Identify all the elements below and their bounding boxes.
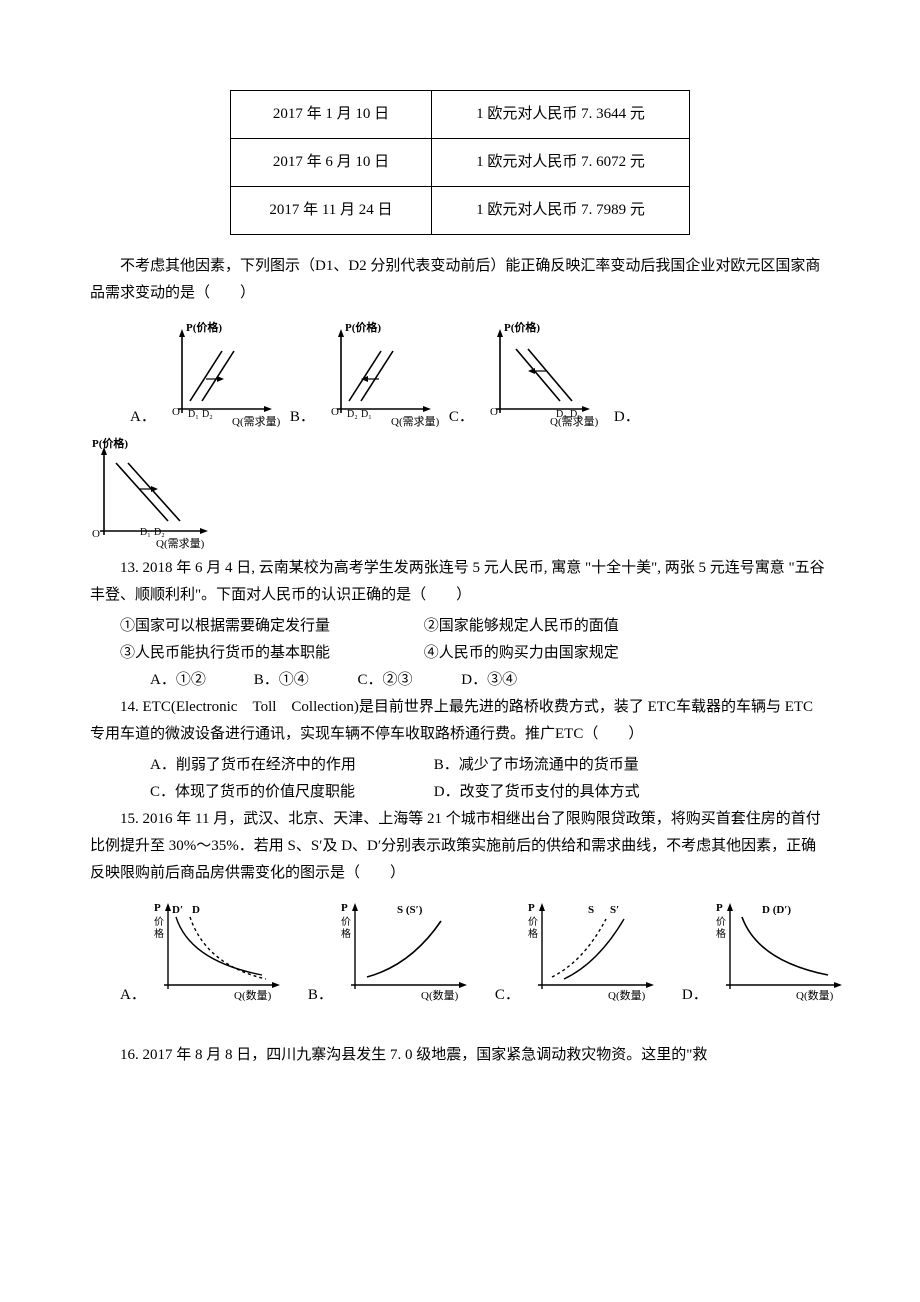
q15-charts: A． P 价 格 Q(数量) D′ D B． P 价 格 Q(数量) S (S <box>120 899 830 1009</box>
table-row: 2017 年 11 月 24 日 1 欧元对人民币 7. 7989 元 <box>231 187 690 235</box>
svg-text:D (D′): D (D′) <box>762 904 791 916</box>
q15-chart-b: B． P 价 格 Q(数量) S (S′) <box>308 899 477 1009</box>
q13-opt2: ②国家能够规定人民币的面值 <box>424 613 619 640</box>
option-label-b: B． <box>290 404 315 431</box>
q16-text: 16. 2017 年 8 月 8 日，四川九寨沟县发生 7. 0 级地震，国家紧… <box>90 1042 830 1069</box>
svg-text:价: 价 <box>154 916 164 928</box>
date-cell: 2017 年 6 月 10 日 <box>231 139 432 187</box>
q13-opt4: ④人民币的购买力由国家规定 <box>424 640 619 667</box>
svg-text:O: O <box>490 406 498 418</box>
q15-text: 15. 2016 年 11 月，武汉、北京、天津、上海等 21 个城市相继出台了… <box>90 806 830 887</box>
svg-text:格: 格 <box>154 927 164 940</box>
table-row: 2017 年 1 月 10 日 1 欧元对人民币 7. 3644 元 <box>231 91 690 139</box>
q12-chart-b: B． P(价格) O Q(需求量) D₂ D₁ <box>290 321 441 431</box>
table-row: 2017 年 6 月 10 日 1 欧元对人民币 7. 6072 元 <box>231 139 690 187</box>
q15-chart-a: A． P 价 格 Q(数量) D′ D <box>120 899 290 1009</box>
svg-text:P(价格): P(价格) <box>186 321 222 334</box>
svg-text:P: P <box>341 902 348 914</box>
svg-text:Q(需求量): Q(需求量) <box>156 537 205 550</box>
q12-chart-d: P(价格) O Q(需求量) D₁ D₂ <box>90 435 830 555</box>
q12-charts: A． P(价格) O Q(需求量) D₁ D₂ B． P(价格) O Q <box>130 321 830 431</box>
svg-text:Q(数量): Q(数量) <box>796 989 834 1002</box>
q12-chart-a: A． P(价格) O Q(需求量) D₁ D₂ <box>130 321 282 431</box>
svg-text:P: P <box>154 902 161 914</box>
svg-text:P(价格): P(价格) <box>504 321 540 334</box>
q13-statements: ①国家可以根据需要确定发行量 ②国家能够规定人民币的面值 <box>120 613 830 640</box>
q15-svg-d: P 价 格 Q(数量) D (D′) <box>712 899 852 1009</box>
q14-ans-c: C．体现了货币的价值尺度职能 <box>120 779 400 806</box>
q15-label-c: C． <box>495 982 520 1009</box>
q13-opt1: ①国家可以根据需要确定发行量 <box>120 613 420 640</box>
chart-svg-d: P(价格) O Q(需求量) D₁ D₂ <box>90 435 220 555</box>
option-label-d-inline: D． <box>614 404 640 431</box>
rate-cell: 1 欧元对人民币 7. 6072 元 <box>431 139 689 187</box>
q14-answers-ab: A．削弱了货币在经济中的作用 B．减少了市场流通中的货币量 <box>90 752 830 779</box>
svg-text:D₂: D₂ <box>202 409 213 420</box>
rate-cell: 1 欧元对人民币 7. 3644 元 <box>431 91 689 139</box>
q13-opt3: ③人民币能执行货币的基本职能 <box>120 640 420 667</box>
chart-svg-a: P(价格) O Q(需求量) D₁ D₂ <box>162 321 282 431</box>
q13-ans-a: A．①② <box>120 667 220 694</box>
chart-svg-c: P(价格) O Q(需求量) D₂ D₁ <box>480 321 600 431</box>
rate-cell: 1 欧元对人民币 7. 7989 元 <box>431 187 689 235</box>
q12-text: 不考虑其他因素，下列图示（D1、D2 分别代表变动前后）能正确反映汇率变动后我国… <box>90 253 830 307</box>
exchange-rate-table: 2017 年 1 月 10 日 1 欧元对人民币 7. 3644 元 2017 … <box>230 90 690 235</box>
q14-ans-a: A．削弱了货币在经济中的作用 <box>120 752 400 779</box>
svg-text:Q(数量): Q(数量) <box>234 989 272 1002</box>
svg-text:价: 价 <box>716 916 726 928</box>
q15-svg-b: P 价 格 Q(数量) S (S′) <box>337 899 477 1009</box>
q13-ans-c: C．②③ <box>328 667 428 694</box>
date-cell: 2017 年 11 月 24 日 <box>231 187 432 235</box>
svg-text:D₁: D₁ <box>188 409 199 420</box>
svg-text:P(价格): P(价格) <box>345 321 381 334</box>
q14-answers-cd: C．体现了货币的价值尺度职能 D．改变了货币支付的具体方式 <box>90 779 830 806</box>
svg-text:D₁: D₁ <box>361 409 372 420</box>
svg-text:S′: S′ <box>610 904 619 916</box>
svg-text:D₂: D₂ <box>556 409 567 420</box>
date-cell: 2017 年 1 月 10 日 <box>231 91 432 139</box>
svg-text:P: P <box>528 902 535 914</box>
chart-svg-b: P(价格) O Q(需求量) D₂ D₁ <box>321 321 441 431</box>
svg-text:O: O <box>92 528 100 540</box>
q12-chart-c: C． P(价格) O Q(需求量) D₂ D₁ <box>449 321 600 431</box>
q15-label-b: B． <box>308 982 333 1009</box>
q15-label-d: D． <box>682 982 708 1009</box>
svg-text:D₂: D₂ <box>347 409 358 420</box>
svg-text:P: P <box>716 902 723 914</box>
q13-statements2: ③人民币能执行货币的基本职能 ④人民币的购买力由国家规定 <box>120 640 830 667</box>
option-label-a: A． <box>130 404 156 431</box>
svg-text:D: D <box>192 904 200 916</box>
svg-text:O: O <box>172 406 180 418</box>
svg-text:价: 价 <box>528 916 538 928</box>
svg-text:价: 价 <box>341 916 351 928</box>
q14-ans-b: B．减少了市场流通中的货币量 <box>404 752 639 779</box>
svg-text:D₁: D₁ <box>140 527 151 538</box>
svg-text:D₂: D₂ <box>154 527 165 538</box>
q13-ans-b: B．①④ <box>224 667 324 694</box>
q15-svg-c: P 价 格 Q(数量) S S′ <box>524 899 664 1009</box>
svg-text:D′: D′ <box>172 904 183 916</box>
q15-svg-a: P 价 格 Q(数量) D′ D <box>150 899 290 1009</box>
q13-answers: A．①② B．①④ C．②③ D．③④ <box>90 667 830 694</box>
svg-text:Q(数量): Q(数量) <box>421 989 459 1002</box>
svg-text:S: S <box>588 904 594 916</box>
svg-text:D₁: D₁ <box>570 409 581 420</box>
svg-text:O: O <box>331 406 339 418</box>
q15-label-a: A． <box>120 982 146 1009</box>
svg-text:Q(需求量): Q(需求量) <box>232 415 281 428</box>
q14-ans-d: D．改变了货币支付的具体方式 <box>404 779 640 806</box>
svg-text:Q(需求量): Q(需求量) <box>391 415 440 428</box>
svg-text:格: 格 <box>341 927 351 940</box>
svg-text:格: 格 <box>528 927 538 940</box>
option-label-c: C． <box>449 404 474 431</box>
svg-text:格: 格 <box>716 927 726 940</box>
svg-text:S (S′): S (S′) <box>397 904 423 916</box>
q13-ans-d: D．③④ <box>431 667 531 694</box>
q15-chart-d: D． P 价 格 Q(数量) D (D′) <box>682 899 852 1009</box>
q13-text: 13. 2018 年 6 月 4 日, 云南某校为高考学生发两张连号 5 元人民… <box>90 555 830 609</box>
q14-text: 14. ETC(Electronic Toll Collection)是目前世界… <box>90 694 830 748</box>
svg-text:Q(数量): Q(数量) <box>608 989 646 1002</box>
svg-text:P(价格): P(价格) <box>92 436 128 450</box>
q15-chart-c: C． P 价 格 Q(数量) S S′ <box>495 899 664 1009</box>
